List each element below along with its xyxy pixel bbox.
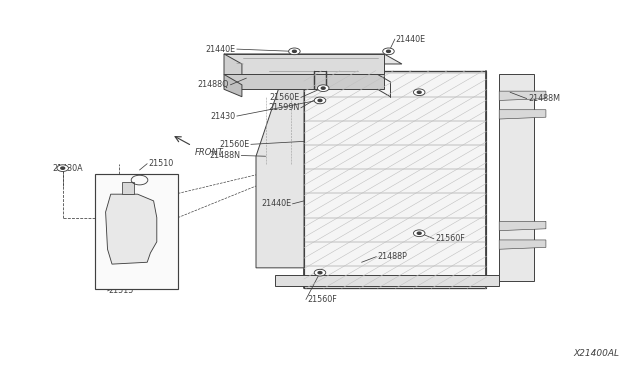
Text: 21599N: 21599N [268,103,300,112]
Circle shape [321,87,325,89]
Polygon shape [106,194,157,264]
Circle shape [383,48,394,55]
Text: 21488Q: 21488Q [198,80,229,89]
Circle shape [318,272,322,274]
Polygon shape [224,74,384,89]
Text: 21430A: 21430A [52,164,83,173]
Text: 21560F: 21560F [307,295,337,304]
Circle shape [417,91,421,93]
Text: X21400AL: X21400AL [573,349,620,358]
Text: 21510: 21510 [148,159,173,168]
Circle shape [413,230,425,237]
Text: 21560E: 21560E [220,140,250,149]
Text: 21440E: 21440E [261,199,291,208]
Text: FRONT: FRONT [195,148,224,157]
Polygon shape [499,240,546,249]
Circle shape [417,232,421,234]
Polygon shape [499,221,546,231]
Circle shape [317,85,329,92]
Polygon shape [275,275,499,286]
Text: 21560E: 21560E [269,93,300,102]
Circle shape [413,89,425,96]
Text: 21488M: 21488M [528,94,560,103]
Circle shape [292,50,296,52]
Polygon shape [499,91,546,100]
Text: 21488P: 21488P [378,252,408,261]
Circle shape [57,165,68,171]
Polygon shape [122,182,134,194]
Circle shape [314,269,326,276]
Polygon shape [95,174,178,289]
Circle shape [289,48,300,55]
Circle shape [314,97,326,104]
Polygon shape [256,89,304,268]
Polygon shape [224,54,384,74]
Text: 21488N: 21488N [209,151,240,160]
Circle shape [387,50,390,52]
Text: 21560F: 21560F [435,234,465,243]
Polygon shape [499,110,546,119]
Circle shape [318,99,322,102]
Text: 21516: 21516 [148,178,173,187]
Text: 21515: 21515 [109,286,134,295]
Circle shape [61,167,65,169]
Text: 21430: 21430 [211,112,236,121]
Polygon shape [224,54,242,85]
Polygon shape [224,74,242,97]
Text: 21440E: 21440E [396,35,426,44]
Polygon shape [499,74,534,281]
Polygon shape [304,71,486,288]
Text: 21440E: 21440E [205,45,236,54]
Polygon shape [224,54,402,64]
